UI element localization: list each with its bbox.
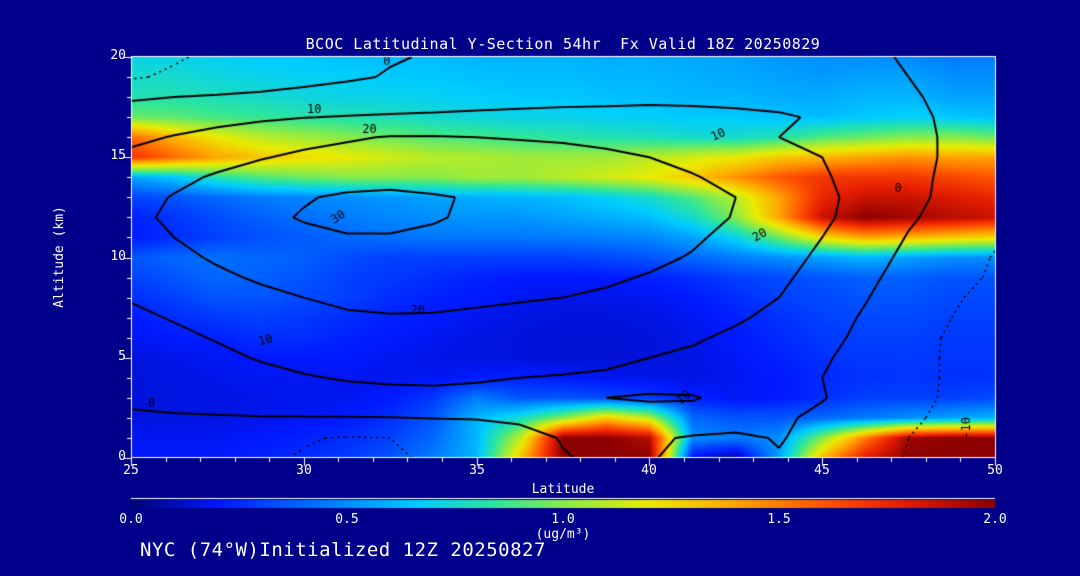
colorbar-tick-label: 2.0 [983, 512, 1007, 527]
plot-title: BCOC Latitudinal Y-Section 54hr Fx Valid… [305, 35, 821, 53]
y-tick-label: 15 [110, 148, 126, 163]
colorbar-tick-label: 0.0 [119, 512, 143, 527]
x-tick-label: 40 [641, 463, 657, 478]
y-tick-label: 5 [118, 349, 126, 364]
colorbar-tick-label: 1.0 [551, 512, 575, 527]
y-tick-label: 10 [110, 249, 126, 264]
run-info-text: NYC (74°W)Initialized 12Z 20250827 [140, 539, 546, 561]
x-tick-label: 25 [123, 463, 139, 478]
colorbar-tick-label: 1.5 [767, 512, 791, 527]
x-axis-label: Latitude [531, 482, 595, 497]
x-tick-label: 45 [814, 463, 830, 478]
colorbar-units: (ug/m³) [535, 527, 591, 542]
y-tick-label: 20 [110, 48, 126, 63]
x-tick-label: 35 [469, 463, 485, 478]
y-axis-label: Altitude (km) [51, 206, 67, 308]
y-tick-label: 0 [118, 449, 126, 464]
x-tick-label: 30 [296, 463, 312, 478]
x-tick-label: 50 [987, 463, 1003, 478]
colorbar-tick-label: 0.5 [335, 512, 359, 527]
